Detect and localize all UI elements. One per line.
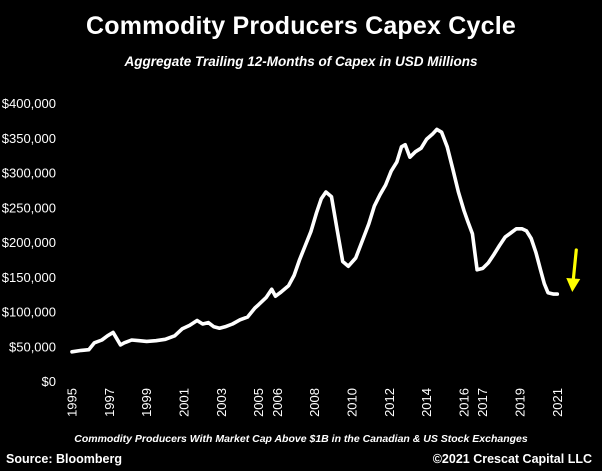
annotation-group — [566, 248, 581, 292]
x-tick-label: 2005 — [251, 388, 266, 417]
copyright-label: ©2021 Crescat Capital LLC — [432, 452, 592, 466]
x-tick-label: 2021 — [550, 388, 565, 417]
x-tick-label: 2010 — [345, 388, 360, 417]
x-tick-label: 2008 — [307, 388, 322, 417]
source-label: Source: Bloomberg — [6, 452, 122, 466]
annotation-arrow-shaft — [571, 248, 578, 282]
y-tick-label: $0 — [42, 374, 56, 389]
annotation-arrow-head — [566, 278, 581, 292]
y-axis: $0 $50,000 $100,000 $150,000 $200,000 $250,00… — [2, 96, 56, 389]
x-tick-label: 2006 — [270, 388, 285, 417]
series-group — [70, 127, 560, 354]
series-line-0 — [70, 127, 560, 354]
y-tick-label: $400,000 — [2, 96, 56, 111]
x-tick-label: 2019 — [513, 388, 528, 417]
chart-footnote: Commodity Producers With Market Cap Abov… — [74, 433, 528, 445]
x-tick-label: 1997 — [102, 388, 117, 417]
x-tick-label: 2003 — [214, 388, 229, 417]
chart-title: Commodity Producers Capex Cycle — [86, 12, 516, 40]
x-tick-label: 1999 — [139, 388, 154, 417]
x-axis: 1995 1997 1999 2001 2003 2005 2006 2008 2010 2012… — [65, 388, 565, 417]
y-tick-label: $300,000 — [2, 166, 56, 181]
y-tick-label: $50,000 — [9, 339, 56, 354]
y-tick-label: $350,000 — [2, 131, 56, 146]
y-tick-label: $150,000 — [2, 270, 56, 285]
x-tick-label: 2016 — [457, 388, 472, 417]
y-tick-label: $100,000 — [2, 305, 56, 320]
x-tick-label: 2012 — [382, 388, 397, 417]
x-tick-label: 2014 — [419, 388, 434, 417]
x-tick-label: 1995 — [65, 388, 80, 417]
y-tick-label: $200,000 — [2, 235, 56, 250]
chart-subtitle: Aggregate Trailing 12-Months of Capex in… — [124, 54, 478, 69]
x-tick-label: 2001 — [177, 388, 192, 417]
y-tick-label: $250,000 — [2, 200, 56, 215]
x-tick-label: 2017 — [475, 388, 490, 417]
